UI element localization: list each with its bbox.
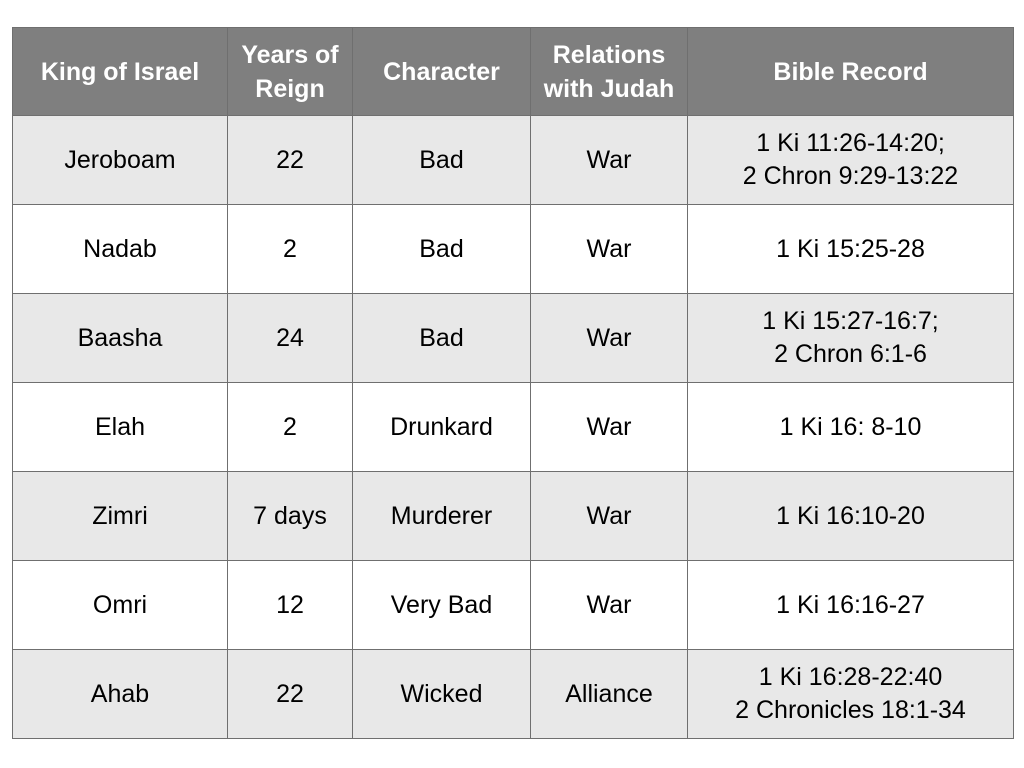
cell-relations: War (530, 471, 688, 561)
header-king: King of Israel (12, 27, 228, 116)
cell-king: Ahab (12, 649, 228, 739)
cell-relations: Alliance (530, 649, 688, 739)
header-character-label: Character (383, 57, 500, 86)
cell-king: Omri (12, 560, 228, 650)
cell-character: Bad (352, 204, 531, 294)
cell-king: Jeroboam (12, 115, 228, 205)
table-row: Ahab 22 Wicked Alliance 1 Ki 16:28-22:40… (12, 649, 1014, 739)
header-relations-label: Relations with Judah (543, 40, 675, 103)
table-row: Jeroboam 22 Bad War 1 Ki 11:26-14:20; 2 … (12, 115, 1014, 205)
cell-character: Drunkard (352, 382, 531, 472)
cell-years: 2 (227, 204, 353, 294)
cell-record: 1 Ki 16:28-22:40 2 Chronicles 18:1-34 (687, 649, 1014, 739)
cell-relations: War (530, 293, 688, 383)
header-relations: Relations with Judah (530, 27, 688, 116)
cell-record: 1 Ki 15:25-28 (687, 204, 1014, 294)
cell-character: Murderer (352, 471, 531, 561)
header-row: King of Israel Years of Reign Character … (12, 27, 1014, 116)
table-row: Baasha 24 Bad War 1 Ki 15:27-16:7; 2 Chr… (12, 293, 1014, 383)
cell-record: 1 Ki 16:16-27 (687, 560, 1014, 650)
cell-relations: War (530, 115, 688, 205)
table-row: Nadab 2 Bad War 1 Ki 15:25-28 (12, 204, 1014, 294)
cell-king: Zimri (12, 471, 228, 561)
cell-relations: War (530, 382, 688, 472)
cell-years: 2 (227, 382, 353, 472)
cell-character: Bad (352, 115, 531, 205)
header-king-label: King of Israel (40, 57, 200, 86)
table-row: Elah 2 Drunkard War 1 Ki 16: 8-10 (12, 382, 1014, 472)
header-years-label: Years of Reign (241, 40, 339, 103)
cell-relations: War (530, 204, 688, 294)
cell-character: Wicked (352, 649, 531, 739)
cell-character: Very Bad (352, 560, 531, 650)
table-row: Zimri 7 days Murderer War 1 Ki 16:10-20 (12, 471, 1014, 561)
cell-king: Baasha (12, 293, 228, 383)
cell-king: Nadab (12, 204, 228, 294)
cell-king: Elah (12, 382, 228, 472)
header-record: Bible Record (687, 27, 1014, 116)
cell-years: 24 (227, 293, 353, 383)
cell-years: 22 (227, 115, 353, 205)
table-body: Jeroboam 22 Bad War 1 Ki 11:26-14:20; 2 … (12, 115, 1014, 739)
cell-record: 1 Ki 15:27-16:7; 2 Chron 6:1-6 (687, 293, 1014, 383)
table-row: Omri 12 Very Bad War 1 Ki 16:16-27 (12, 560, 1014, 650)
header-record-label: Bible Record (773, 57, 928, 86)
cell-record: 1 Ki 11:26-14:20; 2 Chron 9:29-13:22 (687, 115, 1014, 205)
cell-record: 1 Ki 16: 8-10 (687, 382, 1014, 472)
table-header: King of Israel Years of Reign Character … (12, 27, 1014, 116)
cell-years: 22 (227, 649, 353, 739)
cell-years: 7 days (227, 471, 353, 561)
header-character: Character (352, 27, 531, 116)
header-years: Years of Reign (227, 27, 353, 116)
kings-of-israel-table: King of Israel Years of Reign Character … (12, 27, 1014, 739)
cell-record: 1 Ki 16:10-20 (687, 471, 1014, 561)
cell-character: Bad (352, 293, 531, 383)
cell-years: 12 (227, 560, 353, 650)
cell-relations: War (530, 560, 688, 650)
